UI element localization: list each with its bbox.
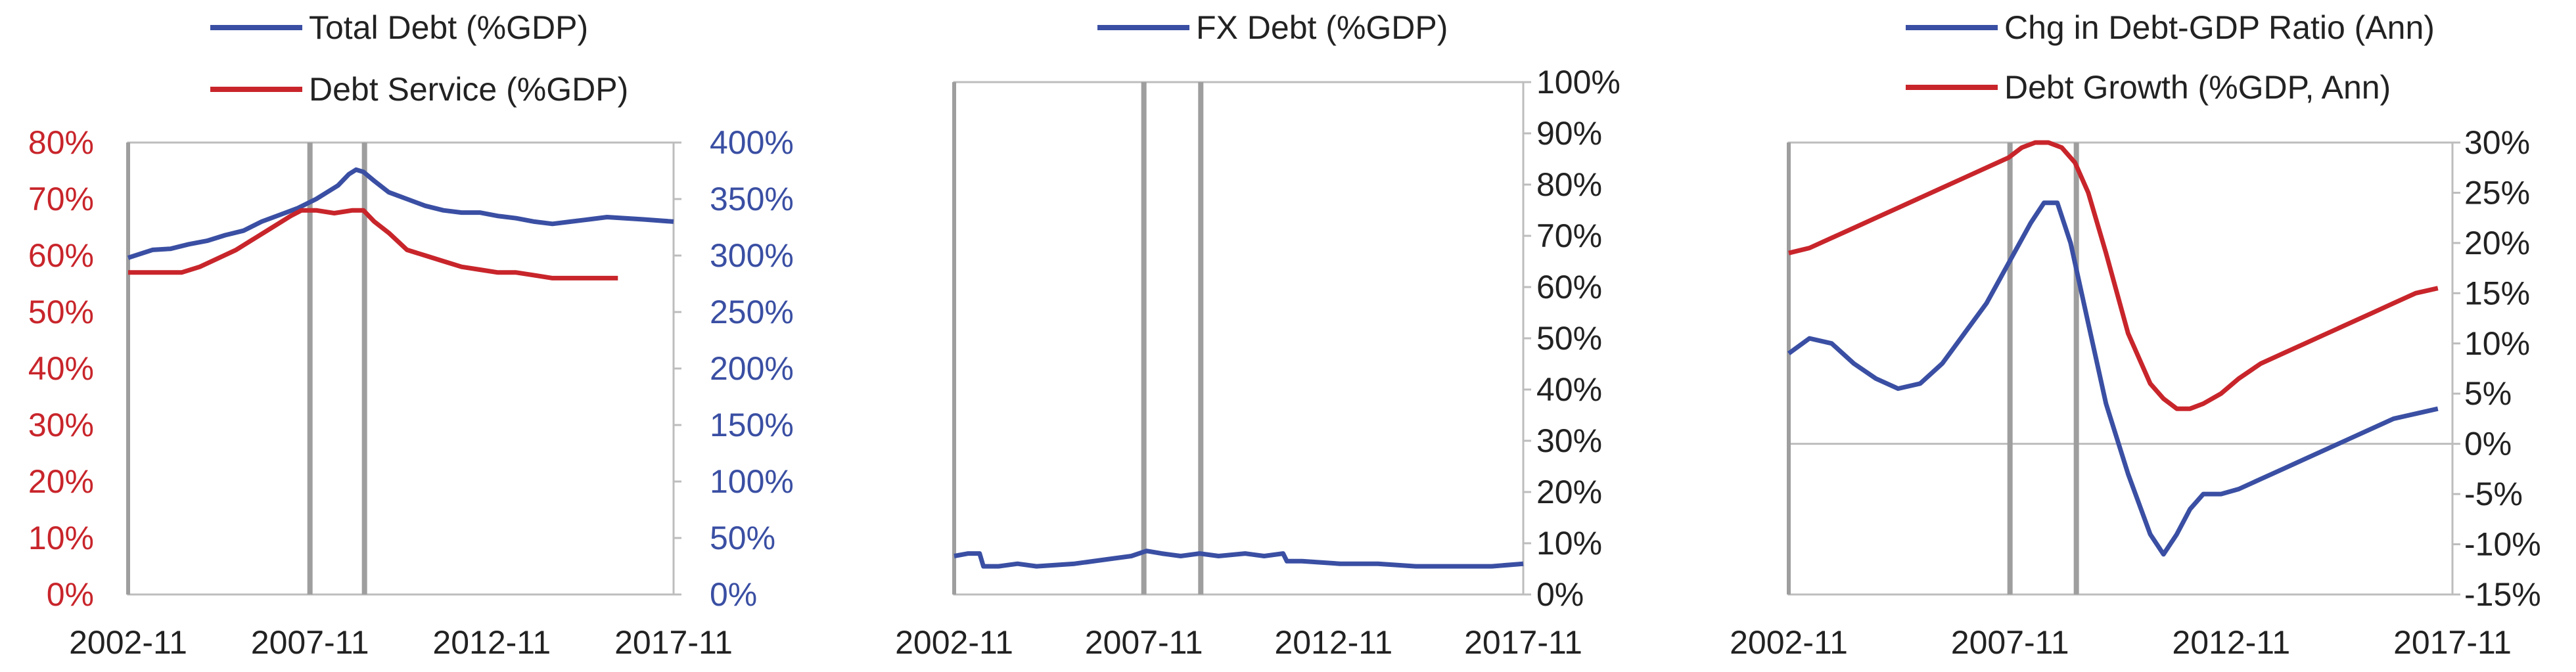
x-tick-label: 2017-11 [1464,624,1582,661]
right-tick-label: 5% [2464,375,2512,412]
right-tick-label: 350% [710,181,794,217]
left-tick-label: 10% [28,520,94,556]
legend-label: Debt Growth (%GDP, Ann) [2004,69,2391,106]
right-tick-label: 60% [1536,269,1602,305]
series-line-1-2 [128,208,618,280]
legend-label: Debt Service (%GDP) [309,71,628,108]
right-tick-label: 40% [1536,371,1602,408]
left-tick-label: 20% [28,463,94,500]
x-tick-label: 2012-11 [1274,624,1392,661]
right-tick-label: 25% [2464,174,2530,211]
x-tick-label: 2002-11 [69,624,187,661]
left-tick-label: 0% [47,576,94,613]
right-tick-label: 400% [710,124,794,161]
right-tick-label: 200% [710,350,794,387]
x-tick-label: 2007-11 [1085,624,1203,661]
right-tick-label: 70% [1536,217,1602,254]
series-line-3-1 [1787,200,2439,557]
right-tick-label: -15% [2464,576,2541,613]
left-tick-label: 70% [28,181,94,217]
x-tick-label: 2002-11 [895,624,1013,661]
plot-frame [953,81,1525,596]
left-tick-label: 80% [28,124,94,161]
plot-frame [127,141,675,596]
right-tick-label: 0% [2464,426,2512,462]
series-line-3-2 [1788,140,2439,411]
left-tick-label: 50% [28,294,94,330]
x-tick-label: 2017-11 [2393,624,2512,661]
right-tick-label: 10% [2464,325,2530,362]
x-tick-label: 2002-11 [1730,624,1848,661]
x-tick-label: 2012-11 [2172,624,2290,661]
right-tick-label: 250% [710,294,794,330]
chart-2: FX Debt (%GDP) 0% 10% 20% 30% 40% 50% 60% 70% 80%… [895,9,1621,661]
legend-label: Chg in Debt-GDP Ratio (Ann) [2004,9,2435,46]
chart-1: Total Debt (%GDP) Debt Service (%GDP) 0% 10… [28,9,794,661]
left-tick-label: 40% [28,350,94,387]
right-tick-label: 30% [1536,422,1602,459]
right-tick-label: 30% [2464,124,2530,161]
right-tick-label: 20% [2464,225,2530,261]
right-tick-label: 50% [710,520,775,556]
right-tick-label: -10% [2464,526,2541,563]
right-tick-label: 300% [710,237,794,274]
right-tick-label: 50% [1536,320,1602,357]
right-tick-label: 80% [1536,166,1602,203]
right-tick-label: 0% [1536,576,1584,613]
left-tick-label: 30% [28,407,94,443]
series-line-2-1 [954,549,1524,569]
right-tick-label: 10% [1536,525,1602,562]
right-tick-label: 150% [710,407,794,443]
right-tick-label: 90% [1536,115,1602,152]
right-tick-label: -5% [2464,476,2523,512]
x-tick-label: 2007-11 [251,624,369,661]
right-tick-label: 15% [2464,275,2530,311]
right-tick-label: 100% [710,463,794,500]
x-tick-label: 2017-11 [614,624,733,661]
x-tick-label: 2012-11 [432,624,551,661]
left-tick-label: 60% [28,237,94,274]
chart-3: Chg in Debt-GDP Ratio (Ann) Debt Growth (… [1730,9,2541,661]
right-tick-label: 100% [1536,64,1621,101]
series-line-1-1 [127,167,674,260]
right-tick-label: 0% [710,576,757,613]
legend-label: FX Debt (%GDP) [1196,9,1448,46]
legend-label: Total Debt (%GDP) [309,9,588,46]
right-tick-label: 20% [1536,474,1602,510]
x-tick-label: 2007-11 [1951,624,2069,661]
